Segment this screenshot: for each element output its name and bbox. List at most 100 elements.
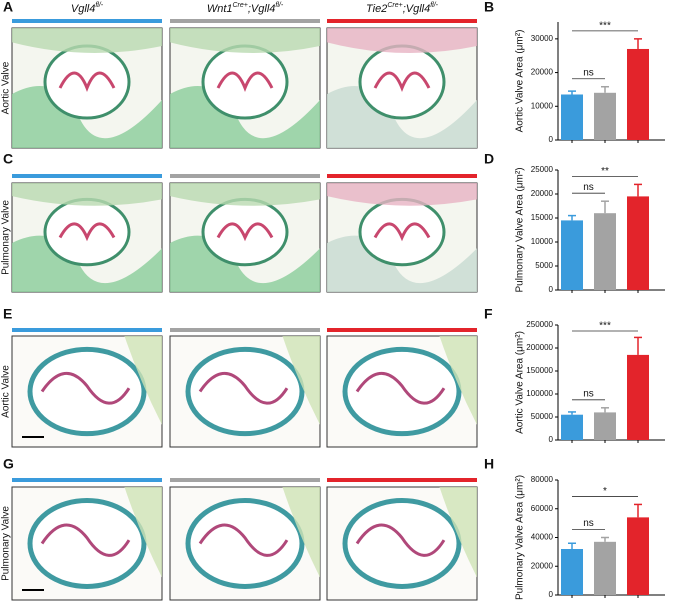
valve-lumen — [358, 197, 446, 267]
y-tick-label: 10000 — [531, 237, 554, 246]
tissue-top — [327, 183, 477, 206]
header-text: Tie2 — [366, 3, 387, 15]
bar — [594, 213, 616, 290]
column-header: Vgll4fl/- — [71, 2, 104, 15]
significance-label: *** — [599, 20, 611, 31]
leaflet — [216, 71, 274, 93]
color-bar — [12, 174, 162, 178]
y-tick-label: 0 — [549, 285, 554, 294]
color-bar — [12, 328, 162, 332]
y-tick-label: 80000 — [531, 475, 554, 484]
row-label: Pulmonary Valve — [1, 506, 12, 581]
y-tick-label: 5000 — [535, 261, 553, 270]
valve-lumen — [43, 197, 131, 267]
leaflet — [198, 523, 289, 557]
panel-label: A — [3, 0, 13, 15]
header-text: Vgll4 — [71, 3, 95, 15]
y-tick-label: 250000 — [526, 320, 553, 329]
significance-label: ns — [583, 388, 594, 399]
color-bar — [327, 19, 477, 23]
panel-label: C — [3, 151, 13, 167]
row-label: Pulmonary Valve — [1, 200, 12, 275]
y-axis-label: Aortic Valve Area (μm²) — [515, 331, 526, 434]
y-axis-label: Pulmonary Valve Area (μm²) — [515, 167, 526, 292]
bar — [594, 412, 616, 440]
valve-wall — [342, 498, 462, 589]
color-bar — [327, 328, 477, 332]
tissue-top — [170, 183, 320, 206]
y-tick-label: 30000 — [531, 34, 554, 43]
y-tick-label: 0 — [549, 590, 554, 599]
tissue — [327, 86, 477, 148]
panel-label: B — [484, 0, 494, 15]
bar — [627, 517, 649, 595]
tissue-top — [170, 28, 320, 53]
color-bar — [12, 19, 162, 23]
superscript: fl/- — [275, 2, 283, 9]
leaflet — [355, 371, 446, 405]
y-tick-label: 20000 — [531, 561, 554, 570]
bar — [561, 94, 583, 140]
tissue-top — [12, 28, 162, 53]
y-tick-label: 20000 — [531, 189, 554, 198]
leaflet — [355, 523, 446, 557]
tissue — [170, 235, 320, 292]
superscript: Cre+ — [233, 2, 248, 9]
y-tick-label: 20000 — [531, 68, 554, 77]
y-tick-label: 200000 — [526, 343, 553, 352]
superscript: fl/- — [95, 2, 103, 9]
y-tick-label: 10000 — [531, 101, 554, 110]
row-label: Aortic Valve — [1, 61, 12, 114]
y-tick-label: 0 — [549, 135, 554, 144]
leaflet — [373, 222, 431, 242]
leaflet — [198, 371, 289, 405]
y-tick-label: 100000 — [526, 389, 553, 398]
leaflet — [40, 371, 131, 405]
valve-lumen — [43, 44, 131, 120]
leaflet — [58, 222, 116, 242]
color-bar — [170, 174, 320, 178]
valve-wall — [27, 346, 147, 437]
color-bar — [327, 174, 477, 178]
tissue — [439, 487, 477, 578]
bar — [561, 220, 583, 290]
significance-label: *** — [599, 321, 611, 332]
panel-label: F — [484, 306, 493, 322]
bar — [561, 414, 583, 440]
bar — [627, 354, 649, 440]
y-tick-label: 25000 — [531, 165, 554, 174]
tissue — [282, 487, 320, 578]
valve-wall — [27, 498, 147, 589]
y-tick-label: 150000 — [526, 366, 553, 375]
tissue — [327, 235, 477, 292]
tissue — [124, 336, 162, 425]
panel-label: H — [484, 456, 494, 472]
y-axis-label: Aortic Valve Area (μm²) — [515, 30, 526, 133]
tissue — [12, 235, 162, 292]
y-tick-label: 50000 — [531, 412, 554, 421]
tissue-top — [327, 28, 477, 53]
bar — [594, 541, 616, 595]
color-bar — [327, 478, 477, 482]
y-tick-label: 15000 — [531, 213, 554, 222]
header-text: Wnt1 — [207, 3, 233, 15]
column-header: Tie2Cre+;Vgll4fl/- — [366, 2, 439, 15]
significance-label: ns — [583, 518, 594, 529]
panel-label: G — [3, 456, 14, 472]
superscript: fl/- — [430, 2, 438, 9]
leaflet — [216, 222, 274, 242]
tissue — [124, 487, 162, 578]
bar — [594, 92, 616, 140]
valve-lumen — [358, 44, 446, 120]
column-header: Wnt1Cre+;Vgll4fl/- — [207, 2, 284, 15]
header-text: ;Vgll4 — [403, 3, 431, 15]
tissue-top — [12, 183, 162, 206]
valve-lumen — [201, 44, 289, 120]
significance-label: ns — [583, 67, 594, 78]
color-bar — [170, 478, 320, 482]
color-bar — [170, 19, 320, 23]
tissue — [12, 86, 162, 148]
leaflet — [40, 523, 131, 557]
significance-label: ns — [583, 182, 594, 193]
